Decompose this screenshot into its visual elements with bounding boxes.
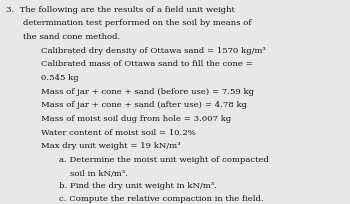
Text: soil in kN/m³.: soil in kN/m³. — [70, 170, 128, 178]
Text: Water content of moist soil = 10.2%: Water content of moist soil = 10.2% — [41, 129, 196, 137]
Text: 3.  The following are the results of a field unit weight: 3. The following are the results of a fi… — [6, 6, 235, 14]
Text: b. Find the dry unit weight in kN/m³.: b. Find the dry unit weight in kN/m³. — [59, 182, 217, 190]
Text: Calibrated mass of Ottawa sand to fill the cone =: Calibrated mass of Ottawa sand to fill t… — [41, 60, 253, 68]
Text: a. Determine the moist unit weight of compacted: a. Determine the moist unit weight of co… — [59, 156, 269, 164]
Text: Mass of moist soil dug from hole = 3.007 kg: Mass of moist soil dug from hole = 3.007… — [41, 115, 232, 123]
Text: Max dry unit weight = 19 kN/m³: Max dry unit weight = 19 kN/m³ — [41, 142, 181, 150]
Text: the sand cone method.: the sand cone method. — [23, 33, 120, 41]
Text: Mass of jar + cone + sand (after use) = 4.78 kg: Mass of jar + cone + sand (after use) = … — [41, 101, 247, 109]
Text: Mass of jar + cone + sand (before use) = 7.59 kg: Mass of jar + cone + sand (before use) =… — [41, 88, 254, 96]
Text: determination test performed on the soil by means of: determination test performed on the soil… — [23, 19, 251, 27]
Text: Calibrated dry density of Ottawa sand = 1570 kg/m³: Calibrated dry density of Ottawa sand = … — [41, 47, 266, 55]
Text: 0.545 kg: 0.545 kg — [41, 74, 79, 82]
Text: c. Compute the relative compaction in the field.: c. Compute the relative compaction in th… — [59, 195, 264, 203]
